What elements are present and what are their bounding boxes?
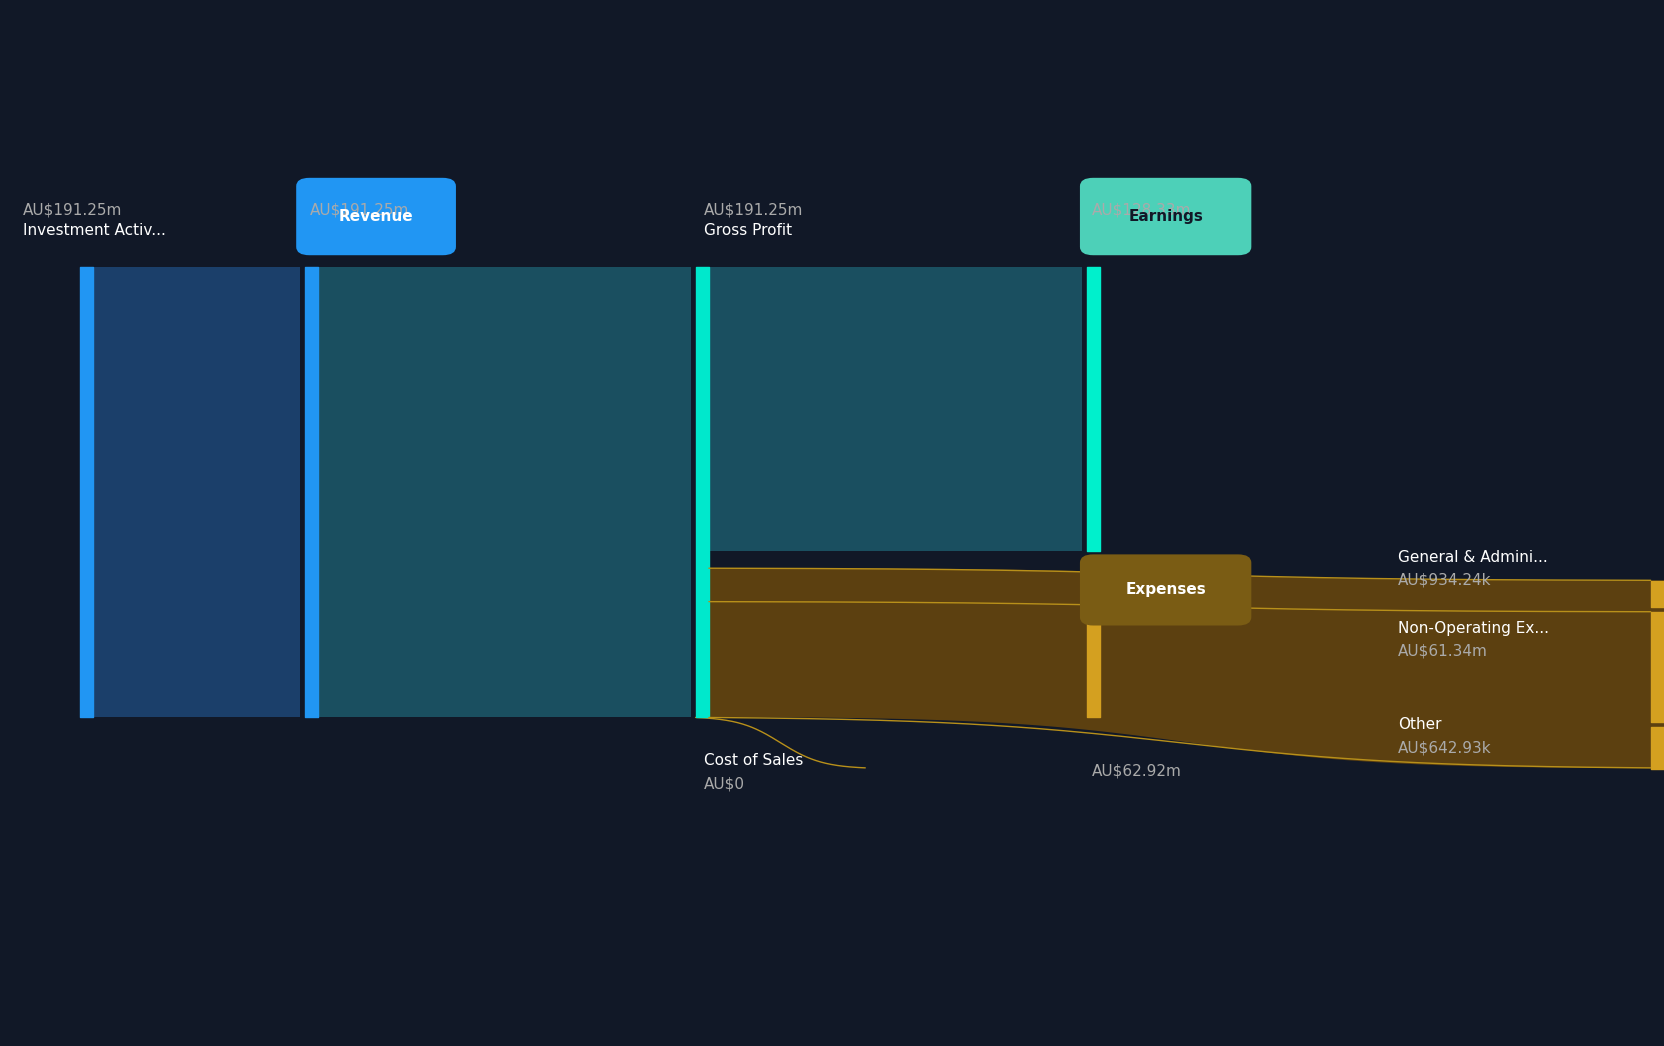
FancyBboxPatch shape bbox=[1080, 178, 1251, 255]
Text: AU$934.24k: AU$934.24k bbox=[1398, 573, 1491, 588]
Polygon shape bbox=[93, 267, 300, 717]
Text: Investment Activ...: Investment Activ... bbox=[23, 224, 166, 238]
Text: AU$61.34m: AU$61.34m bbox=[1398, 644, 1488, 659]
FancyBboxPatch shape bbox=[1080, 554, 1251, 626]
Text: AU$191.25m: AU$191.25m bbox=[23, 203, 123, 218]
Polygon shape bbox=[709, 267, 1082, 551]
Text: AU$128.33m: AU$128.33m bbox=[1092, 203, 1191, 218]
Text: Revenue: Revenue bbox=[339, 209, 413, 224]
Text: AU$191.25m: AU$191.25m bbox=[310, 203, 409, 218]
Text: AU$642.93k: AU$642.93k bbox=[1398, 741, 1491, 755]
Text: Cost of Sales: Cost of Sales bbox=[704, 753, 804, 768]
Text: Earnings: Earnings bbox=[1128, 209, 1203, 224]
Text: Expenses: Expenses bbox=[1125, 583, 1206, 597]
Text: Non-Operating Ex...: Non-Operating Ex... bbox=[1398, 621, 1549, 636]
FancyBboxPatch shape bbox=[296, 178, 456, 255]
Text: Other: Other bbox=[1398, 718, 1441, 732]
Text: Gross Profit: Gross Profit bbox=[704, 224, 792, 238]
Text: AU$0: AU$0 bbox=[704, 776, 745, 791]
Text: General & Admini...: General & Admini... bbox=[1398, 550, 1548, 565]
Text: AU$191.25m: AU$191.25m bbox=[704, 203, 804, 218]
Text: AU$62.92m: AU$62.92m bbox=[1092, 764, 1181, 778]
Polygon shape bbox=[709, 568, 1664, 769]
Polygon shape bbox=[318, 267, 691, 717]
